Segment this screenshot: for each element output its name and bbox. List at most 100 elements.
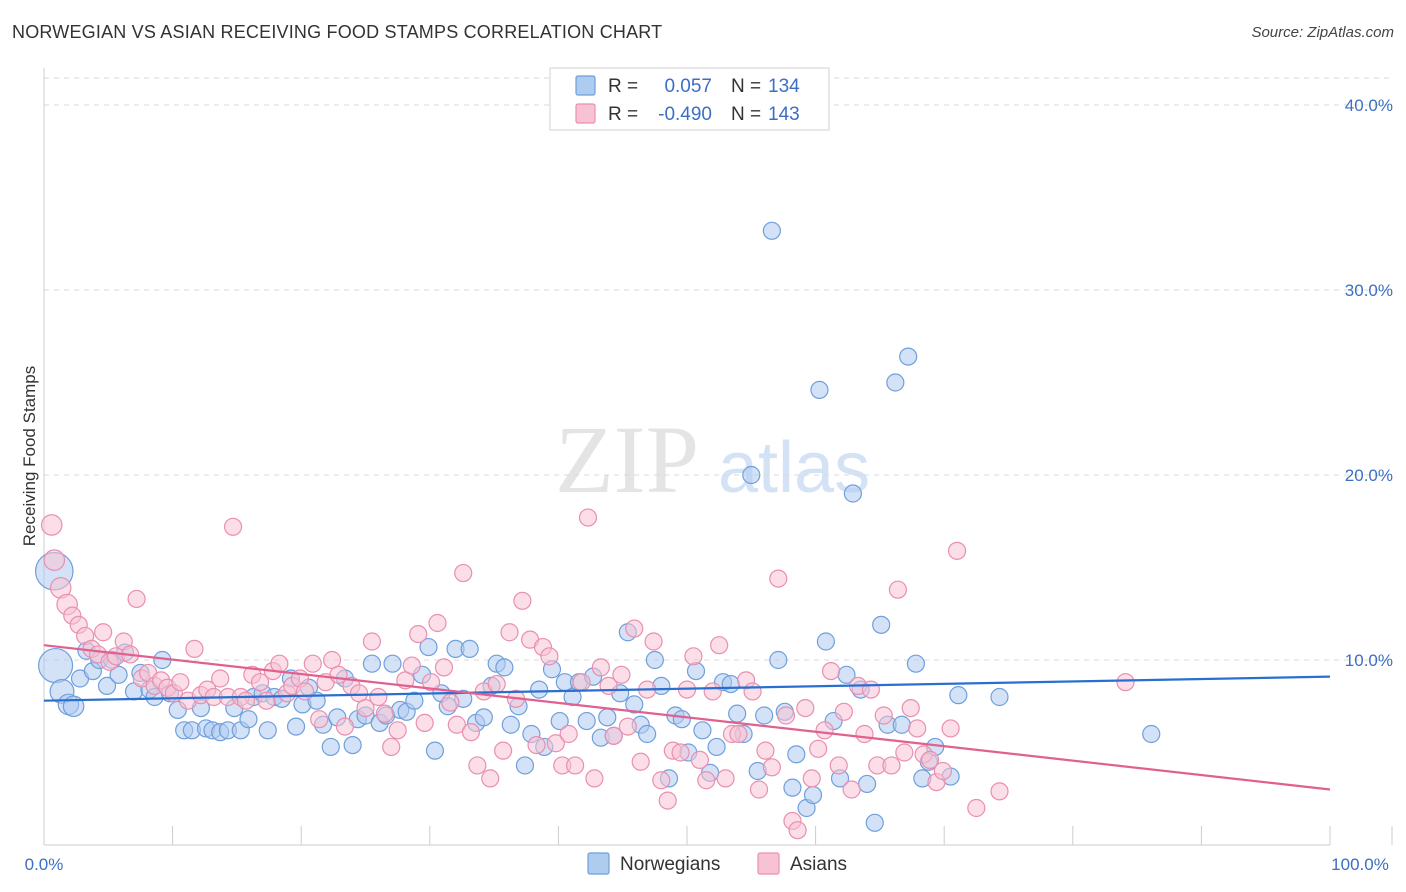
asian-point bbox=[591, 658, 610, 677]
asian-point bbox=[223, 517, 243, 536]
asian-point bbox=[684, 647, 703, 666]
norwegian-point bbox=[37, 647, 74, 684]
asian-point bbox=[631, 752, 650, 771]
asian-point bbox=[769, 569, 788, 588]
trend-lines bbox=[43, 644, 1331, 791]
asian-point bbox=[441, 693, 460, 712]
gridlines bbox=[44, 77, 1392, 661]
asian-point bbox=[546, 734, 565, 753]
y-tick-label: 10.0% bbox=[1345, 651, 1393, 670]
asian-point bbox=[40, 514, 63, 536]
norwegian-point bbox=[686, 661, 706, 681]
norwegian-point bbox=[949, 686, 968, 705]
norwegian-point bbox=[886, 373, 905, 392]
asian-point bbox=[578, 508, 598, 527]
norwegian-point bbox=[239, 710, 258, 729]
bottom-legend-norwegians-label: Norwegians bbox=[620, 854, 720, 875]
asian-point bbox=[809, 739, 828, 758]
norwegian-point bbox=[109, 665, 128, 684]
asian-point bbox=[236, 691, 256, 710]
legend-norwegians-r-value: 0.057 bbox=[664, 76, 712, 97]
asian-point bbox=[270, 654, 289, 673]
asian-point bbox=[743, 682, 762, 701]
norwegian-point bbox=[865, 813, 884, 832]
asian-point bbox=[776, 706, 796, 725]
norwegian-point bbox=[362, 654, 382, 673]
asian-point bbox=[690, 750, 709, 770]
legend-asians-swatch bbox=[575, 103, 596, 124]
norwegian-point bbox=[343, 735, 362, 755]
asian-point bbox=[468, 756, 487, 775]
asian-point bbox=[604, 726, 623, 745]
asian-point bbox=[171, 673, 190, 692]
series-legend: Norwegians Asians bbox=[587, 852, 847, 875]
asian-point bbox=[566, 756, 585, 775]
y-tick-labels: 10.0% 20.0% 30.0% 40.0% bbox=[1345, 96, 1393, 670]
y-tick-label: 20.0% bbox=[1345, 466, 1393, 485]
asian-point bbox=[43, 549, 66, 571]
asian-point bbox=[335, 717, 355, 736]
asian-point bbox=[842, 780, 861, 799]
asian-point bbox=[494, 741, 513, 760]
norwegian-point bbox=[872, 615, 891, 634]
asian-point bbox=[356, 698, 375, 718]
asian-point bbox=[461, 723, 481, 742]
asian-point bbox=[127, 589, 146, 609]
asian-point bbox=[796, 698, 815, 718]
bottom-legend-asians-swatch bbox=[757, 852, 780, 875]
asian-point bbox=[612, 665, 631, 684]
y-axis-title: Receiving Food Stamps bbox=[20, 366, 39, 546]
asian-point bbox=[454, 563, 473, 583]
asian-point bbox=[729, 724, 748, 744]
x-ticks bbox=[43, 826, 1393, 845]
asian-point bbox=[920, 750, 940, 770]
norwegian-point bbox=[810, 380, 829, 399]
source-label: Source: ZipAtlas.com bbox=[1251, 24, 1394, 41]
asian-point bbox=[756, 741, 775, 760]
asian-point bbox=[527, 735, 546, 755]
norwegian-point bbox=[577, 711, 596, 731]
norwegians-points bbox=[34, 221, 1161, 832]
norwegian-point bbox=[672, 710, 691, 729]
asian-point bbox=[710, 636, 729, 655]
legend-asians-n-label: N = bbox=[731, 104, 761, 125]
correlation-legend: R = 0.057 N = 134 R = -0.490 N = 143 bbox=[549, 67, 830, 131]
norwegian-point bbox=[693, 721, 712, 740]
asian-point bbox=[829, 756, 848, 775]
x-tick-label-max: 100.0% bbox=[1331, 855, 1389, 874]
norwegian-point bbox=[625, 695, 644, 714]
norwegian-point bbox=[495, 658, 514, 677]
asian-point bbox=[947, 541, 967, 560]
norwegian-point bbox=[550, 711, 569, 731]
legend-norwegians-n-label: N = bbox=[731, 76, 761, 97]
norwegian-point bbox=[460, 639, 479, 659]
norwegian-point bbox=[645, 650, 664, 670]
bottom-legend-asians-label: Asians bbox=[790, 854, 847, 875]
asian-point bbox=[821, 661, 841, 681]
asian-point bbox=[250, 673, 270, 692]
norwegian-point bbox=[598, 708, 617, 727]
norwegian-point bbox=[721, 674, 740, 694]
asian-point bbox=[703, 682, 722, 701]
legend-asians-r-value: -0.490 bbox=[658, 104, 712, 125]
legend-norwegians-r-label: R = bbox=[608, 76, 638, 97]
asian-point bbox=[540, 647, 559, 666]
asian-point bbox=[382, 737, 401, 757]
norwegian-point bbox=[990, 687, 1009, 707]
asian-point bbox=[303, 654, 322, 673]
chart-title: NORWEGIAN VS ASIAN RECEIVING FOOD STAMPS… bbox=[12, 22, 663, 42]
asian-point bbox=[388, 721, 407, 740]
asian-point bbox=[658, 791, 677, 810]
legend-box bbox=[549, 67, 830, 131]
asian-point bbox=[967, 798, 986, 818]
asian-point bbox=[409, 624, 428, 644]
asian-point bbox=[762, 758, 781, 777]
asian-point bbox=[749, 780, 769, 799]
asian-point bbox=[652, 771, 671, 790]
asian-point bbox=[716, 769, 735, 788]
norwegian-point bbox=[769, 650, 788, 670]
y-tick-label: 30.0% bbox=[1345, 281, 1393, 300]
asian-point bbox=[874, 706, 893, 725]
asian-point bbox=[559, 724, 578, 744]
asian-point bbox=[941, 719, 960, 738]
